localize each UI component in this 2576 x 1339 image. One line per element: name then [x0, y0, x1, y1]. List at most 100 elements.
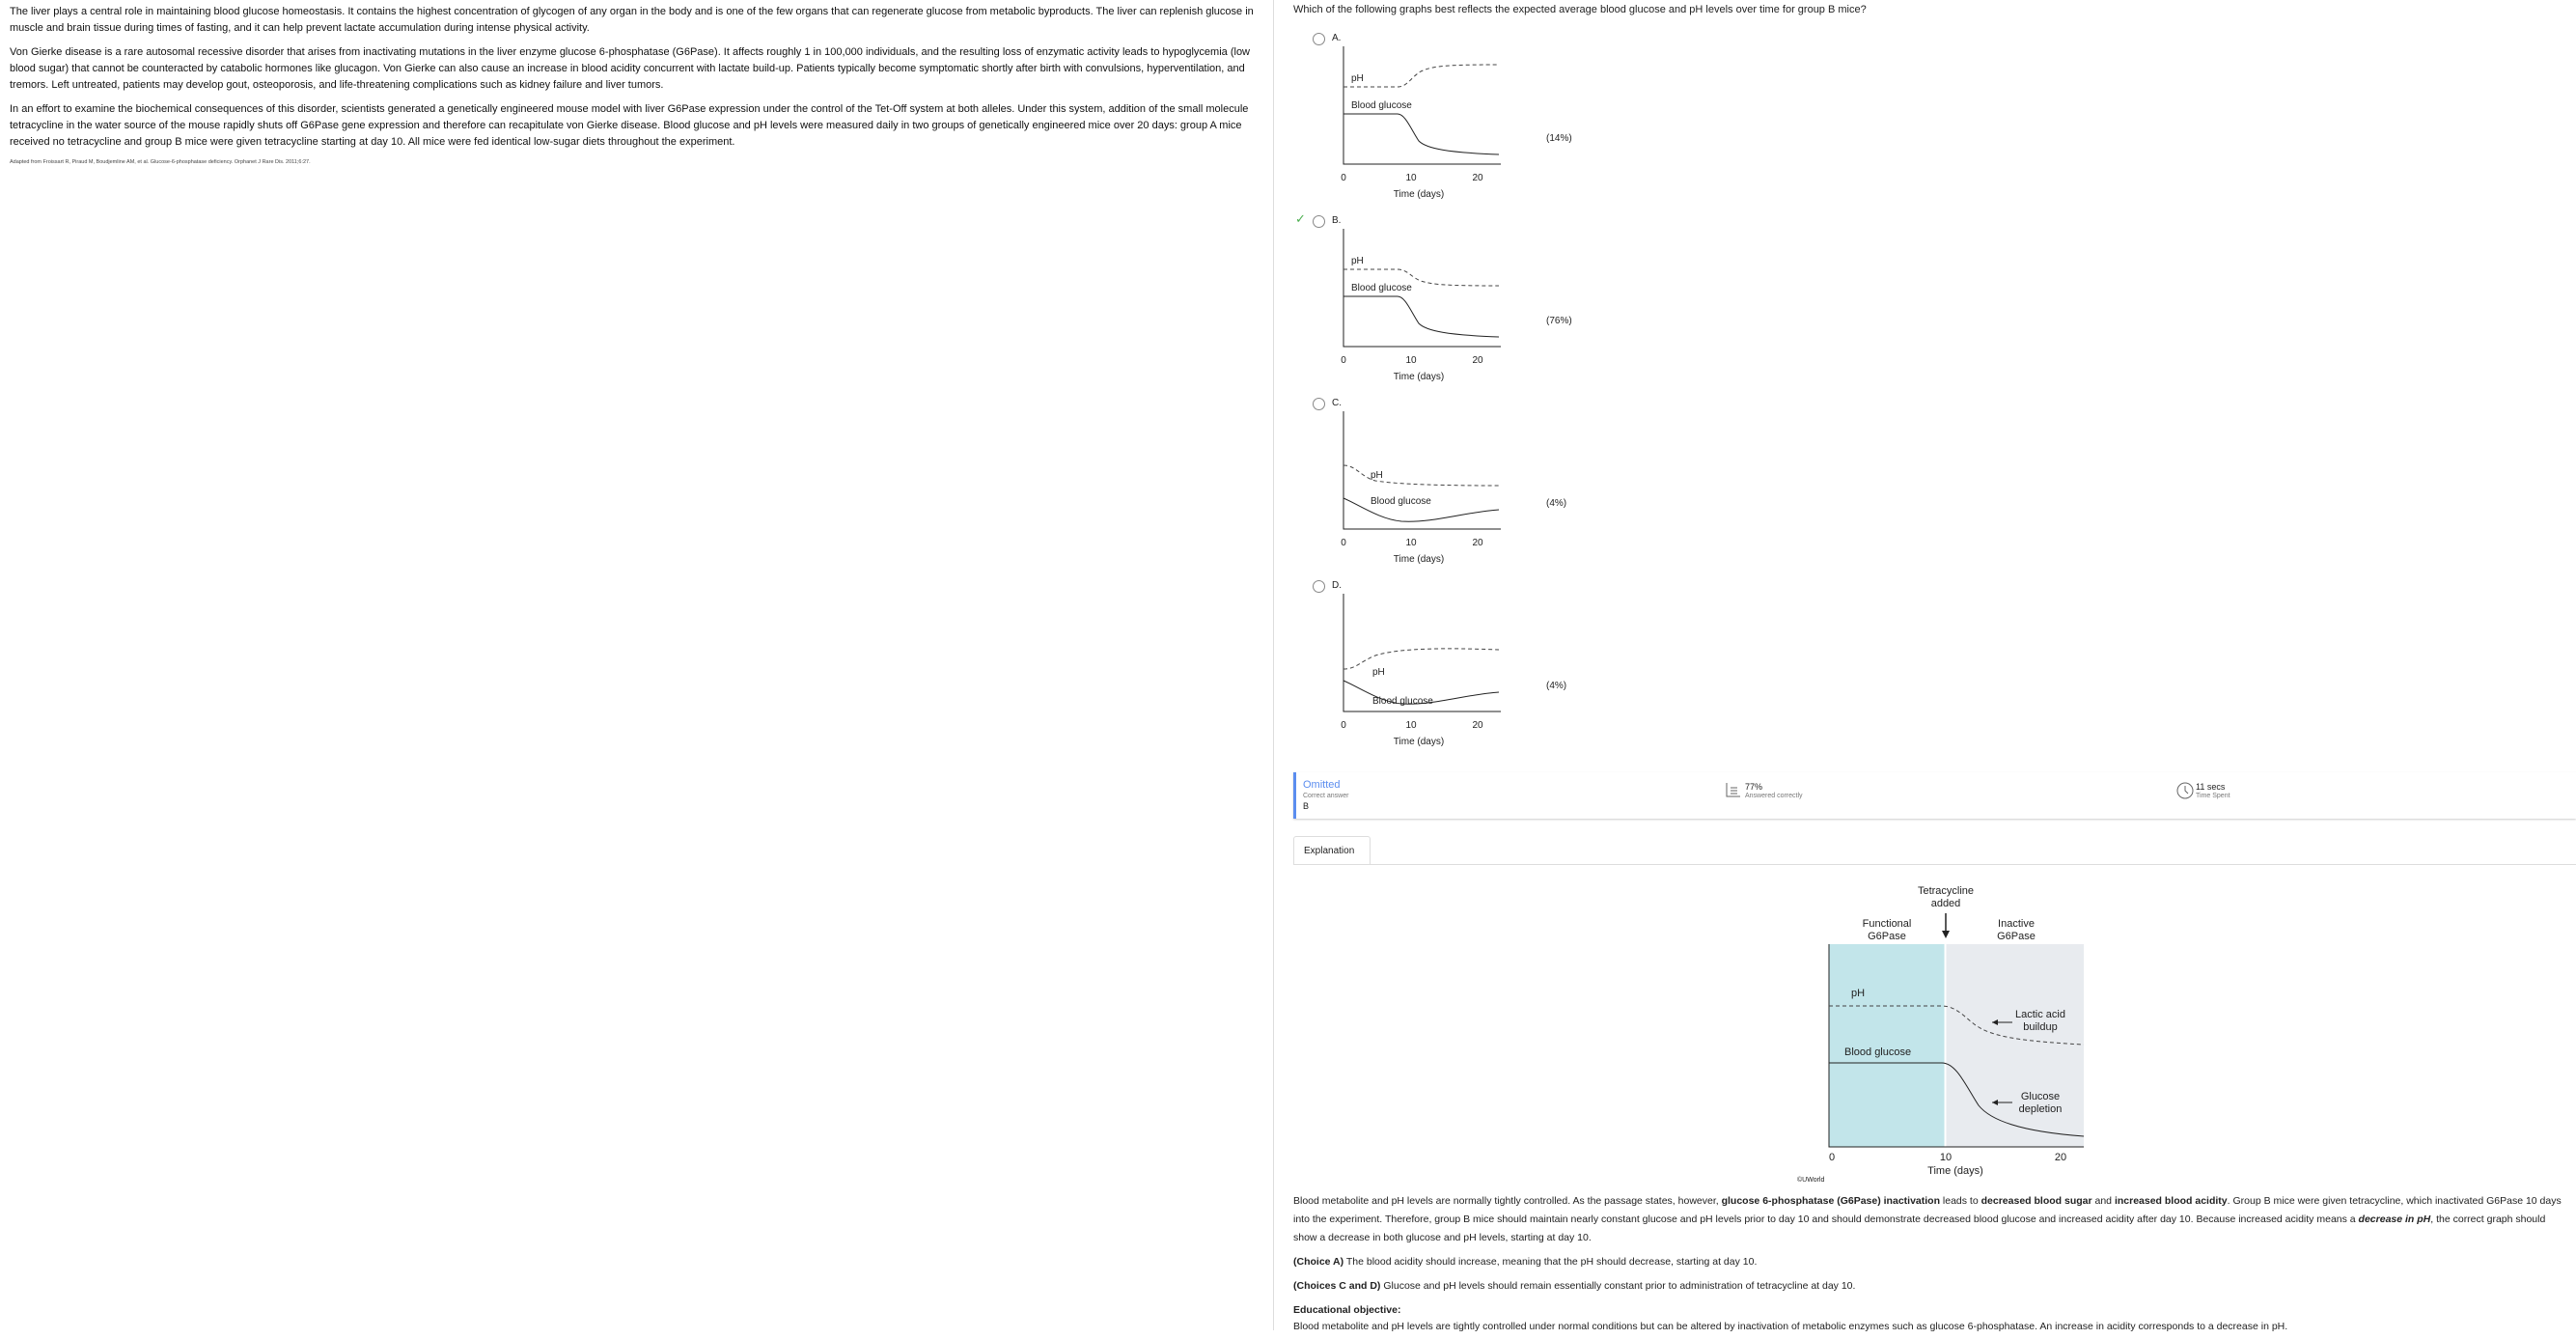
passage-pane: The liver plays a central role in mainta… [0, 0, 1274, 1330]
percent-stat: 77% Answered correctly [1726, 782, 1803, 802]
axes [1343, 411, 1501, 530]
correct-answer-value: B [1303, 801, 1310, 811]
ph-label: pH [1851, 988, 1865, 999]
objective-title: Educational objective: [1293, 1304, 1401, 1316]
glucose-line [1829, 1062, 2085, 1137]
answer-option-c[interactable]: C. pH Blood glucose 0 10 20 Time (days) … [1293, 396, 1583, 579]
ph-label: pH [1351, 256, 1364, 266]
tick-label: 0 [1341, 538, 1346, 548]
option-graph: pH Blood glucose 0 10 20 Time (days) [1341, 229, 1501, 382]
lactic-label: Lactic acid [2015, 1009, 2065, 1020]
ph-label: pH [1372, 667, 1385, 678]
glucose-line [1343, 113, 1500, 155]
objective-text: Blood metabolite and pH levels are tight… [1293, 1321, 2288, 1332]
x-axis-label: Time (days) [1394, 189, 1444, 200]
ph-line [1343, 64, 1500, 88]
passage-paragraph: In an effort to examine the biochemical … [10, 103, 1249, 148]
tick-label: 0 [1341, 720, 1346, 731]
glucose-label: Blood glucose [1844, 1046, 1911, 1058]
ph-label: pH [1371, 470, 1383, 481]
time-stat: 11 secs Time Spent [2176, 782, 2230, 804]
tick-label: 20 [1472, 538, 1483, 548]
functional-region [1829, 944, 1945, 1147]
explanation-text: Blood metabolite and pH levels are norma… [1293, 1192, 2567, 1339]
checkmark-icon: ✓ [1295, 211, 1306, 226]
option-percent: (76%) [1546, 316, 1572, 326]
copyright: ©UWorld [1797, 1176, 1824, 1184]
explanation-figure: Tetracycline added Functional G6Pase Ina… [1797, 885, 2085, 1184]
tab-explanation[interactable]: Explanation [1293, 836, 1371, 865]
radio-button[interactable] [1313, 398, 1325, 410]
option-percent: (4%) [1546, 498, 1567, 509]
glucose-label: Blood glucose [1351, 283, 1412, 293]
radio-button[interactable] [1313, 580, 1325, 593]
axes [1343, 46, 1501, 165]
answer-option-a[interactable]: A. pH Blood glucose 0 10 20 Time (days) … [1293, 31, 1583, 214]
option-label: D. [1332, 580, 1342, 591]
percent-value: 77% [1745, 782, 1763, 792]
x-axis-label: Time (days) [1394, 372, 1444, 382]
ph-line [1343, 268, 1500, 287]
tick-label: 20 [1472, 720, 1483, 731]
option-percent: (4%) [1546, 681, 1567, 691]
tick-label: 20 [1472, 355, 1483, 366]
result-status: Omitted [1303, 779, 1341, 791]
ph-label: pH [1351, 73, 1364, 84]
axes [1343, 229, 1501, 348]
functional-label: Functional [1863, 918, 1912, 930]
passage-source: Adapted from Froissart R, Piraud M, Boud… [10, 159, 311, 165]
ph-line [1343, 648, 1500, 670]
functional-label: G6Pase [1868, 931, 1906, 942]
tick-label: 10 [1405, 355, 1417, 366]
glucose-label: Blood glucose [1372, 696, 1433, 707]
radio-button[interactable] [1313, 215, 1325, 228]
glucose-line [1343, 497, 1500, 522]
axes [1343, 594, 1501, 712]
correct-answer-label: Correct answer [1303, 793, 1349, 799]
question-stem: Which of the following graphs best refle… [1293, 4, 1867, 15]
option-graph: pH Blood glucose 0 10 20 Time (days) [1341, 46, 1501, 200]
result-bar: Omitted Correct answer B 77% Answered co… [1293, 772, 2576, 819]
inactive-label: G6Pase [1997, 931, 2036, 942]
ph-line [1829, 1005, 2085, 1046]
clock-icon [2176, 782, 2194, 799]
option-graph: pH Blood glucose 0 10 20 Time (days) [1341, 594, 1501, 747]
passage-paragraph: Von Gierke disease is a rare autosomal r… [10, 46, 1251, 91]
percent-label: Answered correctly [1745, 793, 1803, 799]
passage-paragraph: The liver plays a central role in mainta… [10, 6, 1254, 34]
x-axis-label: Time (days) [1394, 737, 1444, 747]
answer-option-b[interactable]: ✓ B. pH Blood glucose 0 10 20 Time (days… [1293, 211, 1583, 397]
question-pane: Which of the following graphs best refle… [1276, 0, 2576, 1332]
glucose-label: Blood glucose [1351, 100, 1412, 111]
ph-line [1343, 464, 1500, 487]
tick-label: 0 [1341, 355, 1346, 366]
tab-divider [1293, 864, 2576, 865]
tick-label: 0 [1829, 1152, 1835, 1163]
option-label: A. [1332, 33, 1342, 43]
option-percent: (14%) [1546, 133, 1572, 144]
glucose-label: Blood glucose [1371, 496, 1431, 507]
tick-label: 10 [1405, 538, 1417, 548]
tick-label: 20 [1472, 173, 1483, 183]
tick-label: 10 [1940, 1152, 1952, 1163]
tick-label: 20 [2055, 1152, 2066, 1163]
glucose-line [1343, 680, 1500, 705]
tick-label: 0 [1341, 173, 1346, 183]
x-axis-label: Time (days) [1394, 554, 1444, 565]
tetracycline-label: Tetracycline [1918, 885, 1974, 897]
depletion-label: depletion [2019, 1103, 2063, 1115]
tick-label: 10 [1405, 720, 1417, 731]
option-label: C. [1332, 398, 1342, 408]
option-label: B. [1332, 215, 1342, 226]
bar-chart-icon [1726, 783, 1740, 797]
answer-option-d[interactable]: D. pH Blood glucose 0 10 20 Time (days) … [1293, 578, 1583, 762]
depletion-label: Glucose [2021, 1091, 2060, 1102]
axes [1828, 944, 2084, 1148]
x-axis-label: Time (days) [1927, 1165, 1983, 1177]
radio-button[interactable] [1313, 33, 1325, 45]
inactive-label: Inactive [1998, 918, 2035, 930]
explanation-paragraph: Blood metabolite and pH levels are norma… [1293, 1195, 2562, 1243]
tick-label: 10 [1405, 173, 1417, 183]
glucose-line [1343, 295, 1500, 338]
time-label: Time Spent [2196, 793, 2230, 799]
